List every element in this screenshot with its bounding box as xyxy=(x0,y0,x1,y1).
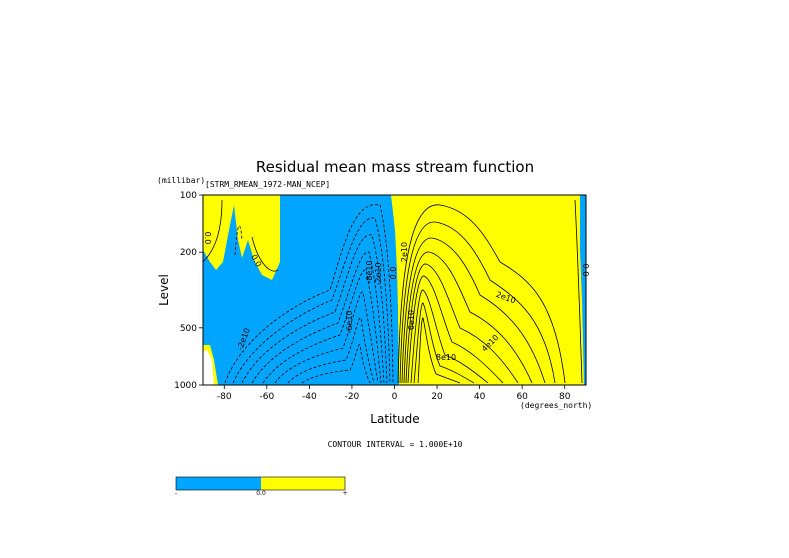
y-tick-label: 100 xyxy=(180,191,197,201)
chart-title: Residual mean mass stream function xyxy=(256,158,534,176)
contour-label: -2e10 xyxy=(374,262,383,285)
contour-label: -8e10 xyxy=(365,260,374,283)
y-axis-label: Level xyxy=(157,274,171,306)
y-tick-label: 500 xyxy=(180,324,197,334)
plot-area xyxy=(203,195,586,385)
contour-label: 8e10 xyxy=(436,353,456,362)
x-tick-label: -60 xyxy=(259,392,274,402)
colorbar-positive-swatch xyxy=(261,477,345,490)
x-tick-label: -20 xyxy=(345,392,360,402)
positive-contours xyxy=(203,199,583,384)
y-tick-label: 200 xyxy=(180,248,197,258)
negative-region-north xyxy=(580,195,586,385)
x-tick-label: 0 xyxy=(392,392,398,402)
x-tick-label: -80 xyxy=(217,392,232,402)
colorbar-label-pos: + xyxy=(342,490,347,497)
x-tick-label: -40 xyxy=(302,392,317,402)
x-axis-label: Latitude xyxy=(370,412,419,426)
contour-label: -6e10 xyxy=(345,310,354,333)
contour-label: 0.0 xyxy=(581,264,590,277)
x-tick-label: 60 xyxy=(516,392,528,402)
colorbar-negative-swatch xyxy=(176,477,261,490)
x-tick-label: 20 xyxy=(431,392,443,402)
colorbar-label-neg: - xyxy=(175,490,177,497)
y-axis-ticks: 100 200 500 1000 xyxy=(174,191,203,391)
contour-label: 2e10 xyxy=(400,242,409,262)
colorbar-label-zero: 0.0 xyxy=(256,490,266,497)
negative-region-main xyxy=(203,195,399,385)
x-axis-ticks: -80 -60 -40 -20 0 20 40 60 80 xyxy=(217,385,571,402)
contour-label: 0.0 xyxy=(389,267,398,280)
x-tick-label: 80 xyxy=(559,392,571,402)
y-units-label: (millibar) xyxy=(157,176,205,185)
contour-label: 6e10 xyxy=(407,310,416,330)
x-tick-label: 40 xyxy=(474,392,486,402)
negative-contours xyxy=(224,204,394,384)
chart-subtitle: [STRM_RMEAN_1972-MAN_NCEP] xyxy=(205,180,330,189)
contour-interval-note: CONTOUR INTERVAL = 1.000E+10 xyxy=(328,440,463,449)
contour-label: 0.0 xyxy=(203,232,212,245)
y-tick-label: 1000 xyxy=(174,381,197,391)
colorbar: - 0.0 + xyxy=(175,476,348,497)
x-units-label: (degrees_north) xyxy=(520,401,592,410)
below-ground-area xyxy=(203,350,214,385)
